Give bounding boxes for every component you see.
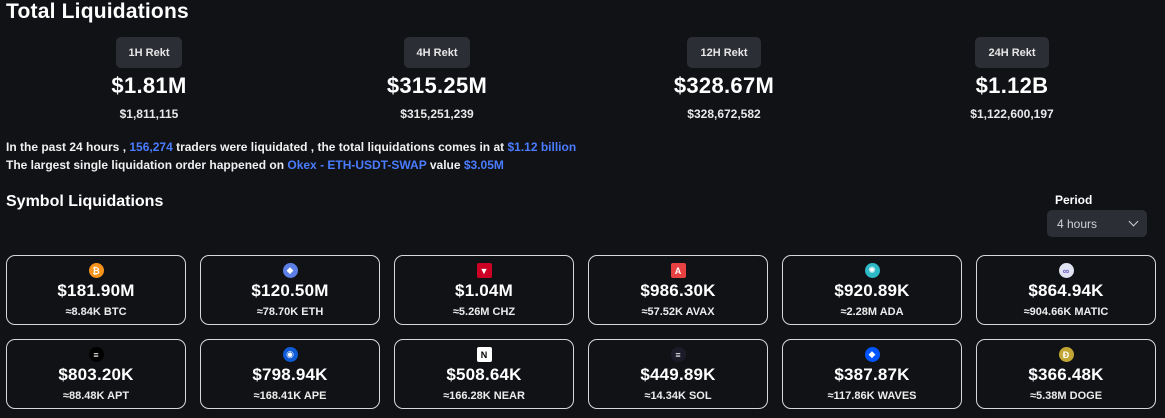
- symbol-amount: $798.94K: [252, 365, 328, 384]
- symbol-card[interactable]: ◆ $120.50M ≈78.70K ETH: [200, 255, 380, 325]
- section-title: Symbol Liquidations: [6, 193, 164, 210]
- summary-text: The largest single liquidation order hap…: [6, 158, 288, 172]
- symbol-card[interactable]: ≡ $449.89K ≈14.34K SOL: [588, 339, 768, 409]
- symbol-card[interactable]: ∞ $864.94K ≈904.66K MATIC: [976, 255, 1156, 325]
- rekt-24h: 24H Rekt $1.12B $1,122,600,197: [912, 37, 1112, 121]
- symbol-quantity: ≈166.28K NEAR: [443, 390, 525, 402]
- symbol-quantity: ≈904.66K MATIC: [1023, 306, 1109, 318]
- rekt-12h-amount: $328.67M: [673, 73, 775, 98]
- symbol-amount: $1.04M: [455, 281, 513, 300]
- rekt-1h: 1H Rekt $1.81M $1,811,115: [49, 37, 249, 121]
- summary-text: traders were liquidated , the total liqu…: [172, 140, 508, 154]
- summary-text: In the past 24 hours ,: [6, 140, 130, 154]
- rekt-1h-badge[interactable]: 1H Rekt: [115, 37, 183, 68]
- symbol-card[interactable]: ◆ $387.87K ≈117.86K WAVES: [782, 339, 962, 409]
- symbol-quantity: ≈5.38M DOGE: [1029, 390, 1103, 402]
- summary-line-2: The largest single liquidation order hap…: [6, 158, 504, 172]
- symbol-amount: $864.94K: [1028, 281, 1104, 300]
- waves-icon: ◆: [864, 347, 880, 362]
- summary-line-1: In the past 24 hours , 156,274 traders w…: [6, 140, 576, 154]
- page-title: Total Liquidations: [6, 0, 189, 23]
- symbol-amount: $986.30K: [640, 281, 716, 300]
- rekt-24h-badge[interactable]: 24H Rekt: [975, 37, 1049, 68]
- symbol-card[interactable]: A $986.30K ≈57.52K AVAX: [588, 255, 768, 325]
- near-icon: N: [476, 347, 492, 362]
- rekt-4h-badge[interactable]: 4H Rekt: [403, 37, 471, 68]
- symbol-amount: $366.48K: [1028, 365, 1104, 384]
- symbol-quantity: ≈117.86K WAVES: [827, 390, 917, 402]
- symbol-card[interactable]: ▼ $1.04M ≈5.26M CHZ: [394, 255, 574, 325]
- period-label: Period: [1055, 193, 1093, 207]
- symbol-quantity: ≈168.41K APE: [253, 390, 327, 402]
- polygon-icon: ∞: [1058, 263, 1074, 278]
- symbol-amount: $508.64K: [446, 365, 522, 384]
- symbol-card[interactable]: N $508.64K ≈166.28K NEAR: [394, 339, 574, 409]
- symbol-amount: $181.90M: [57, 281, 135, 300]
- period-select[interactable]: 4 hours: [1047, 210, 1147, 237]
- symbol-amount: $449.89K: [640, 365, 716, 384]
- traders-count: 156,274: [129, 140, 173, 154]
- total-liquidation: $1.12 billion: [507, 140, 577, 154]
- aptos-icon: ≡: [88, 347, 104, 362]
- period-value: 4 hours: [1057, 216, 1098, 231]
- dogecoin-icon: Đ: [1058, 347, 1074, 362]
- summary-text: value: [426, 158, 464, 172]
- largest-order-value: $3.05M: [463, 158, 504, 172]
- rekt-1h-exact: $1,811,115: [119, 107, 179, 121]
- bitcoin-icon: ₿: [88, 263, 104, 278]
- chiliz-icon: ▼: [476, 263, 492, 278]
- symbol-amount: $120.50M: [251, 281, 329, 300]
- symbol-quantity: ≈88.48K APT: [62, 390, 130, 402]
- symbol-quantity: ≈57.52K AVAX: [641, 306, 715, 318]
- symbol-quantity: ≈5.26M CHZ: [452, 306, 516, 318]
- symbol-quantity: ≈8.84K BTC: [65, 306, 127, 318]
- symbol-card[interactable]: Đ $366.48K ≈5.38M DOGE: [976, 339, 1156, 409]
- symbol-quantity: ≈78.70K ETH: [256, 306, 324, 318]
- rekt-4h: 4H Rekt $315.25M $315,251,239: [337, 37, 537, 121]
- rekt-12h-badge[interactable]: 12H Rekt: [687, 37, 761, 68]
- symbol-amount: $803.20K: [58, 365, 134, 384]
- ethereum-icon: ◆: [282, 263, 298, 278]
- symbol-card[interactable]: ≡ $803.20K ≈88.48K APT: [6, 339, 186, 409]
- apecoin-icon: ◉: [282, 347, 298, 362]
- rekt-12h: 12H Rekt $328.67M $328,672,582: [624, 37, 824, 121]
- rekt-12h-exact: $328,672,582: [687, 107, 761, 121]
- rekt-24h-amount: $1.12B: [975, 73, 1049, 98]
- symbol-card[interactable]: ✺ $920.89K ≈2.28M ADA: [782, 255, 962, 325]
- largest-order-link[interactable]: Okex - ETH-USDT-SWAP: [287, 158, 427, 172]
- symbol-card[interactable]: ₿ $181.90M ≈8.84K BTC: [6, 255, 186, 325]
- rekt-4h-exact: $315,251,239: [400, 107, 474, 121]
- symbol-card[interactable]: ◉ $798.94K ≈168.41K APE: [200, 339, 380, 409]
- symbol-quantity: ≈14.34K SOL: [644, 390, 712, 402]
- solana-icon: ≡: [670, 347, 686, 362]
- symbol-amount: $920.89K: [834, 281, 910, 300]
- rekt-24h-exact: $1,122,600,197: [970, 107, 1054, 121]
- chevron-down-icon: [1128, 216, 1139, 227]
- symbol-amount: $387.87K: [834, 365, 910, 384]
- rekt-1h-amount: $1.81M: [111, 73, 187, 98]
- symbol-quantity: ≈2.28M ADA: [840, 306, 904, 318]
- avalanche-icon: A: [670, 263, 686, 278]
- cardano-icon: ✺: [864, 263, 880, 278]
- rekt-4h-amount: $315.25M: [386, 73, 488, 98]
